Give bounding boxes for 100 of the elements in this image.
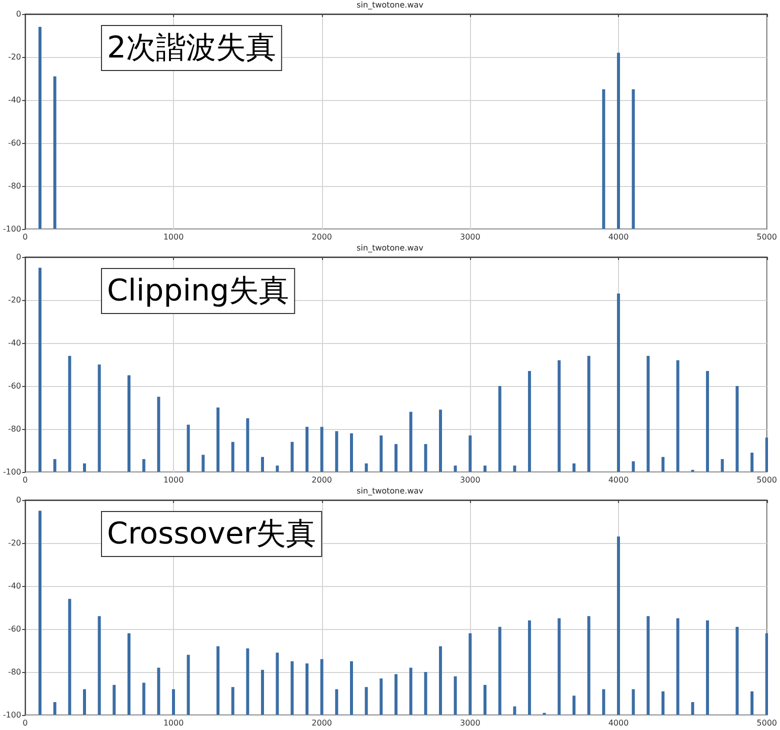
bar [706,620,709,715]
y-tick-label: -40 [8,582,22,590]
bar [394,674,398,715]
bar [68,598,72,715]
bar [765,633,768,715]
x-tick-label: 5000 [756,232,777,242]
y-tick-label: -100 [3,468,22,476]
bar [142,459,146,472]
bar [424,444,428,472]
bar [98,616,101,715]
bar [216,646,220,715]
bar [691,702,694,715]
x-tick-label: 4000 [608,718,629,728]
bar [142,682,146,715]
bar [260,456,264,472]
y-tick-label: -20 [8,296,22,304]
y-tick-label: -60 [8,382,22,390]
x-tick-label: 1000 [163,718,184,728]
bar [676,618,680,715]
x-tick-label: 3000 [460,232,480,242]
bar [616,52,620,229]
bar [68,356,72,472]
y-tick-label: -100 [3,710,22,720]
bar [424,672,428,715]
x-tick-label: 0 [22,232,28,242]
bar [82,689,86,715]
bar [350,661,353,715]
bar [513,466,516,472]
bar [320,426,324,472]
bar [632,89,635,229]
bar [468,633,472,715]
bar [736,386,739,472]
x-tick-label: 1000 [163,232,184,242]
bar [750,691,754,715]
bar [558,618,561,715]
bar [409,668,412,715]
bar [394,444,398,472]
y-tick-label: 0 [16,496,22,504]
bar [661,456,664,472]
x-tick-label: 3000 [460,718,480,728]
x-tick-label: 0 [22,718,28,728]
bar [335,431,338,472]
bar [528,370,531,472]
chart-title: sin_twotone.wav [356,244,424,252]
bar [231,687,234,715]
bar [572,696,576,715]
bar [172,689,175,715]
chart-title: sin_twotone.wav [356,0,424,10]
bar [276,652,279,715]
bar [498,626,502,715]
bar [602,689,606,715]
bar [350,433,353,472]
bar [720,459,724,472]
bar [53,702,56,715]
bar [572,463,576,472]
bar [157,668,160,715]
bar [290,442,294,472]
bar [736,626,739,715]
bar [587,356,590,472]
bar [305,663,308,715]
x-tick-label: 1000 [163,476,184,484]
bar [38,26,42,229]
bar [246,648,250,715]
bar [364,687,368,715]
x-tick-label: 4000 [608,476,629,484]
bar [231,442,234,472]
bar [616,536,620,715]
bar [587,616,590,715]
x-tick-label: 4000 [608,232,629,242]
bar [454,466,457,472]
annotation: Crossover失真 [107,516,316,552]
x-tick-label: 2000 [312,718,332,728]
bar [216,408,220,472]
bar [706,370,709,472]
y-tick-label: 0 [16,10,22,18]
bar [320,659,324,715]
bar [558,360,561,472]
y-tick-label: -60 [8,624,22,634]
bar [202,454,205,472]
bar [82,463,86,472]
bar [602,89,606,229]
bar [335,689,338,715]
bar [127,633,130,715]
y-tick-label: -20 [8,538,22,548]
y-tick-label: -40 [8,338,22,348]
x-tick-label: 3000 [460,476,480,484]
annotation: Clipping失真 [107,274,290,308]
y-tick-label: -80 [8,424,22,434]
bar [38,510,42,715]
bar [364,463,368,472]
bar [676,360,680,472]
bar [498,386,502,472]
bar [38,268,42,472]
bar [112,684,116,715]
bar [127,375,130,472]
bar [290,661,294,715]
x-tick-label: 2000 [312,232,332,242]
y-tick-label: -60 [8,138,22,148]
bar [409,412,412,472]
bar [380,678,383,715]
